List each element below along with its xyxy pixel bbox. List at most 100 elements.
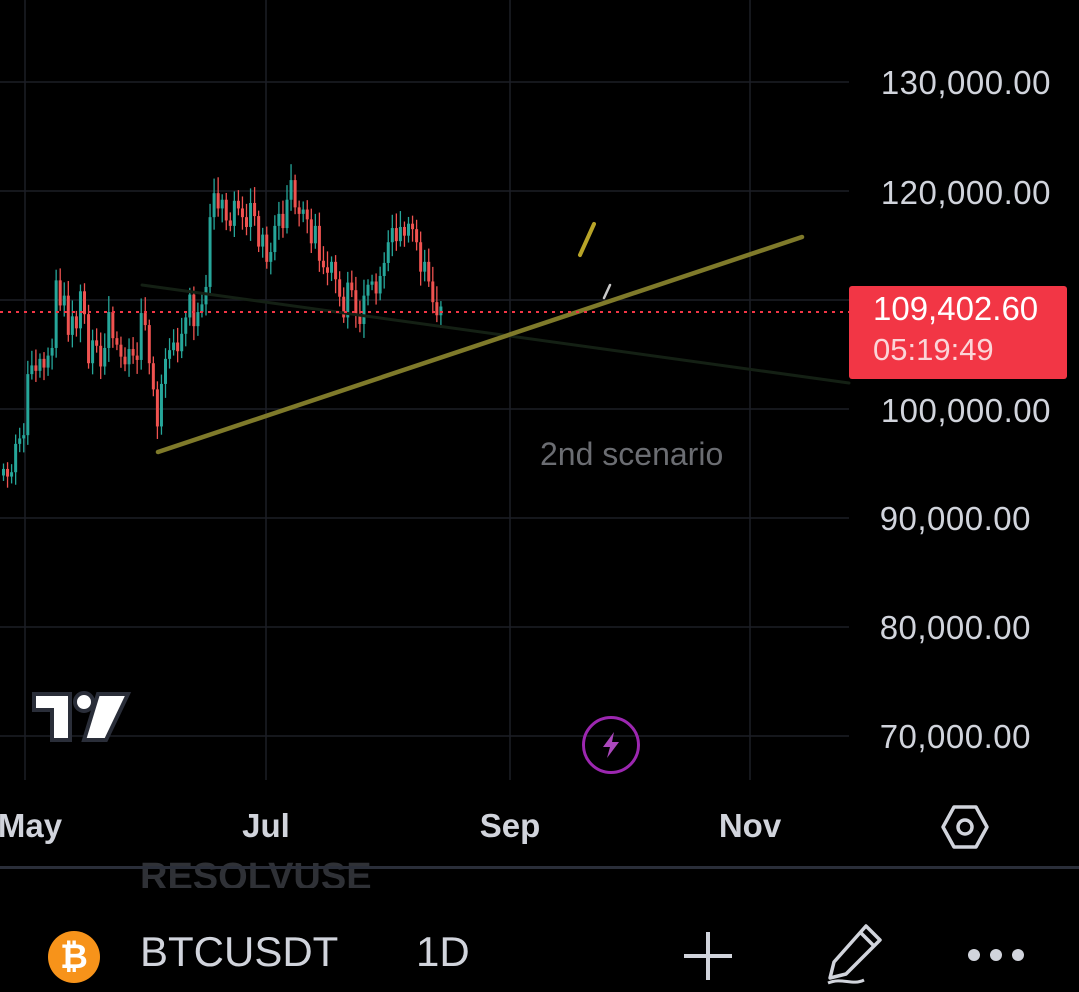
- trendline-support[interactable]: [155, 234, 805, 455]
- candle-body[interactable]: [358, 315, 362, 324]
- candle-body[interactable]: [208, 217, 212, 287]
- marker-yellow-stroke[interactable]: [578, 222, 596, 257]
- candle-body[interactable]: [168, 350, 172, 359]
- candle-body[interactable]: [415, 229, 419, 243]
- candle-body[interactable]: [78, 291, 82, 329]
- candle-body[interactable]: [293, 180, 297, 208]
- candle-body[interactable]: [220, 199, 224, 209]
- candle-body[interactable]: [228, 220, 232, 226]
- candlestick-chart[interactable]: [0, 0, 1079, 868]
- candle-body[interactable]: [253, 202, 257, 217]
- candle-body[interactable]: [394, 228, 398, 242]
- candle-body[interactable]: [18, 438, 22, 444]
- candle-body[interactable]: [204, 286, 208, 305]
- marker-white-stroke[interactable]: [602, 283, 612, 300]
- candle-body[interactable]: [70, 316, 74, 335]
- candle-body[interactable]: [62, 295, 66, 306]
- candle-body[interactable]: [257, 216, 261, 247]
- candle-body[interactable]: [249, 202, 253, 227]
- candle-body[interactable]: [46, 355, 50, 368]
- candle-body[interactable]: [131, 349, 135, 356]
- candle-body[interactable]: [34, 365, 38, 371]
- candle-body[interactable]: [236, 200, 240, 209]
- chart-annotation-text[interactable]: 2nd scenario: [540, 436, 724, 472]
- candle-body[interactable]: [362, 295, 366, 324]
- candle-body[interactable]: [188, 294, 192, 318]
- candle-body[interactable]: [398, 226, 402, 242]
- candle-body[interactable]: [305, 209, 309, 220]
- candle-body[interactable]: [184, 317, 188, 334]
- candle-body[interactable]: [119, 344, 123, 357]
- candle-body[interactable]: [435, 302, 439, 316]
- candle-body[interactable]: [378, 276, 382, 294]
- candle-body[interactable]: [411, 223, 415, 230]
- candle-body[interactable]: [147, 325, 151, 364]
- candle-body[interactable]: [192, 294, 196, 327]
- candle-body[interactable]: [87, 314, 91, 364]
- trendline-2nd-scenario[interactable]: [140, 283, 851, 385]
- candle-body[interactable]: [95, 340, 99, 346]
- candle-body[interactable]: [159, 383, 163, 427]
- candle-body[interactable]: [74, 316, 78, 329]
- candle-body[interactable]: [382, 262, 386, 277]
- candle-body[interactable]: [338, 279, 342, 297]
- candle-body[interactable]: [164, 358, 167, 384]
- candle-body[interactable]: [22, 435, 26, 439]
- candle-body[interactable]: [326, 267, 329, 273]
- pen-icon[interactable]: [822, 920, 888, 986]
- candle-body[interactable]: [176, 342, 180, 352]
- candle-body[interactable]: [26, 374, 30, 436]
- candle-body[interactable]: [427, 261, 431, 282]
- candle-body[interactable]: [277, 213, 281, 226]
- candle-body[interactable]: [42, 358, 46, 368]
- candle-body[interactable]: [281, 213, 285, 229]
- candle-body[interactable]: [423, 261, 427, 272]
- candle-body[interactable]: [10, 472, 14, 477]
- candle-body[interactable]: [99, 345, 103, 367]
- candle-body[interactable]: [212, 193, 216, 218]
- candle-body[interactable]: [330, 261, 334, 273]
- candle-body[interactable]: [216, 193, 220, 209]
- candle-body[interactable]: [83, 291, 86, 315]
- candle-body[interactable]: [354, 290, 358, 316]
- interval-button[interactable]: 1D: [416, 928, 470, 975]
- candle-body[interactable]: [127, 349, 131, 365]
- candle-body[interactable]: [54, 280, 58, 348]
- candle-body[interactable]: [309, 219, 313, 244]
- candle-body[interactable]: [38, 358, 42, 371]
- candle-body[interactable]: [111, 311, 115, 339]
- candle-body[interactable]: [91, 340, 95, 364]
- candle-body[interactable]: [14, 443, 18, 473]
- hexagon-settings-icon[interactable]: [940, 804, 990, 850]
- candle-body[interactable]: [431, 281, 435, 303]
- candle-body[interactable]: [313, 225, 317, 244]
- candle-body[interactable]: [402, 226, 406, 236]
- candle-body[interactable]: [151, 363, 155, 390]
- candle-body[interactable]: [180, 333, 184, 352]
- candle-body[interactable]: [103, 347, 107, 367]
- candle-body[interactable]: [196, 311, 200, 327]
- candle-body[interactable]: [245, 217, 248, 227]
- candle-body[interactable]: [419, 242, 423, 272]
- candle-body[interactable]: [2, 468, 5, 476]
- plus-icon[interactable]: [680, 928, 736, 984]
- candle-body[interactable]: [30, 365, 34, 375]
- candle-body[interactable]: [6, 468, 10, 477]
- candle-body[interactable]: [407, 223, 410, 236]
- chart-area[interactable]: 130,000.00 120,000.00 100,000.00 90,000.…: [0, 0, 1079, 868]
- bitcoin-icon[interactable]: ₿: [48, 931, 100, 983]
- candle-body[interactable]: [386, 242, 390, 263]
- candle-body[interactable]: [374, 281, 378, 294]
- candle-body[interactable]: [139, 313, 143, 360]
- candle-body[interactable]: [346, 282, 350, 318]
- candle-body[interactable]: [200, 304, 204, 312]
- candle-body[interactable]: [155, 389, 159, 427]
- lightning-icon[interactable]: [582, 716, 640, 774]
- candle-body[interactable]: [350, 282, 354, 291]
- candle-body[interactable]: [317, 225, 321, 261]
- candle-body[interactable]: [240, 208, 244, 218]
- candle-body[interactable]: [289, 180, 293, 200]
- candle-body[interactable]: [261, 234, 265, 247]
- candle-body[interactable]: [366, 284, 370, 296]
- candle-body[interactable]: [269, 252, 273, 262]
